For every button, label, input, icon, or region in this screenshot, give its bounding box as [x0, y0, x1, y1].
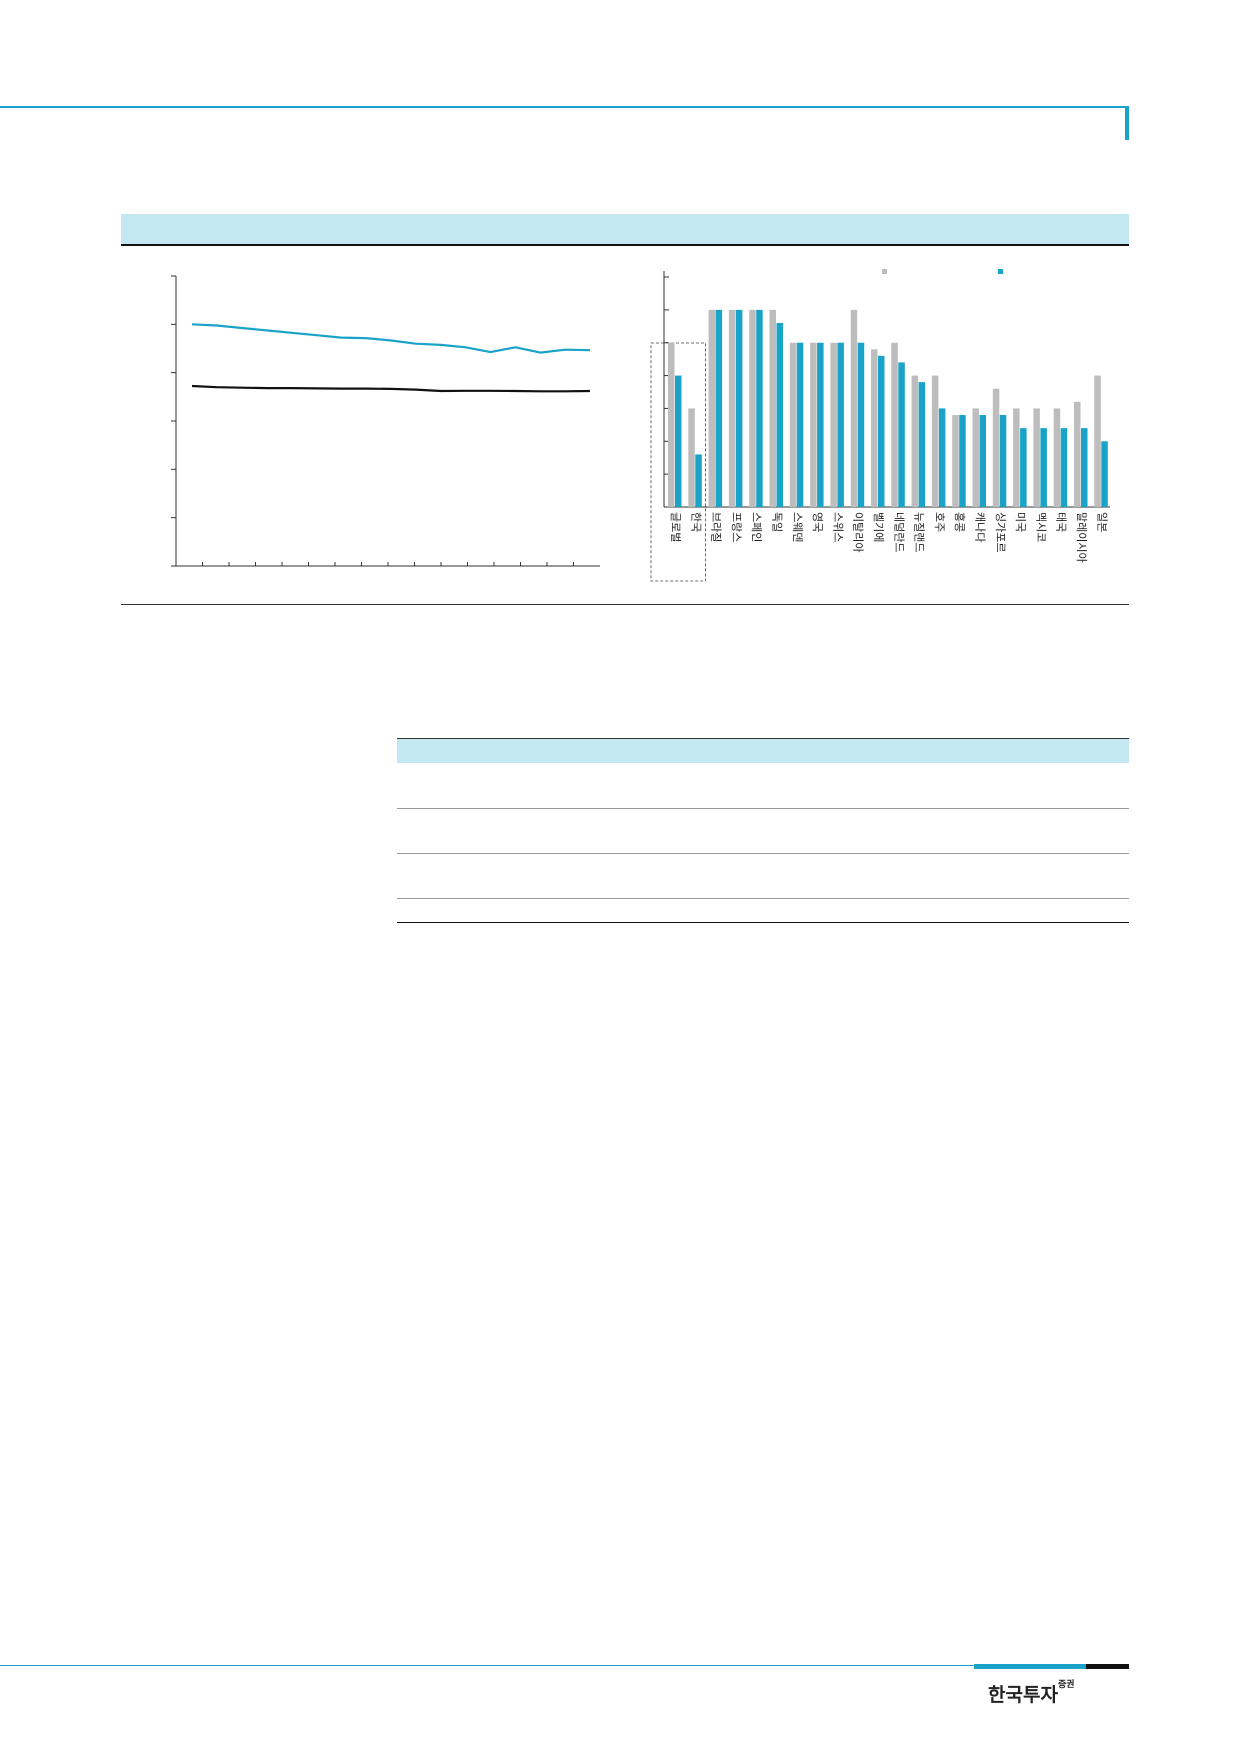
- table-row-divider: [397, 898, 1129, 899]
- category-label: 프랑스: [730, 512, 743, 542]
- bar-스웨덴-1: [789, 342, 797, 507]
- table-header-band: [397, 738, 1129, 763]
- bar-독일-2: [776, 323, 783, 507]
- bar-태국-2: [1060, 428, 1068, 507]
- figure-bottom-rule: [121, 604, 1129, 605]
- table-row-divider: [397, 853, 1129, 854]
- bar-싱가포르-2: [999, 415, 1007, 507]
- category-label: 글로벌: [669, 512, 682, 542]
- bar-프랑스-2: [735, 309, 743, 507]
- bar-영국-2: [817, 342, 824, 507]
- footer-rule: [0, 1665, 1129, 1666]
- category-label: 말레이시아: [1075, 512, 1088, 563]
- bar-chart-legend: [882, 269, 1003, 274]
- bar-영국-1: [810, 342, 817, 507]
- bar-브라질-1: [708, 309, 716, 507]
- category-label: 독일: [771, 512, 785, 532]
- category-label: 스페인: [750, 512, 763, 542]
- highlight-box: [650, 342, 706, 582]
- bar-네덜란드-2: [898, 362, 905, 507]
- table-row-divider: [397, 808, 1129, 809]
- table-bottom-rule: [397, 922, 1129, 923]
- header-rule: [0, 106, 1125, 108]
- line-chart: [171, 275, 600, 567]
- bar-글로벌-1: [668, 342, 675, 507]
- category-label: 미국: [1014, 512, 1027, 532]
- category-label: 뉴질랜드: [913, 512, 926, 552]
- bar-호주-2: [938, 408, 946, 507]
- footer-accent-bar: [974, 1664, 1086, 1669]
- bar-chart-category-labels: 글로벌 한국 브라질 프랑스 스페인 독일 스웨덴 영국 스위스 이탈리아 벨기에 네덜란드 뉴질랜드 호…: [669, 512, 1109, 563]
- category-label: 캐나다: [974, 512, 987, 542]
- category-label: 싱가포르: [994, 512, 1007, 552]
- line-chart-series: [191, 323, 591, 393]
- line-chart-axes: [171, 275, 600, 567]
- bar-싱가포르-1: [992, 388, 1000, 507]
- bar-캐나다-2: [979, 415, 986, 507]
- bar-일본-2: [1101, 441, 1108, 507]
- line-series-1: [191, 323, 591, 354]
- bar-브라질-2: [715, 309, 723, 507]
- bar-뉴질랜드-2: [918, 382, 926, 507]
- bar-chart-bars: [668, 309, 1108, 507]
- bar-독일-1: [769, 309, 776, 507]
- category-label: 홍콩: [953, 512, 967, 532]
- bar-말레이시아-2: [1081, 428, 1088, 507]
- bar-스페인-2: [756, 309, 763, 507]
- bar-네덜란드-1: [891, 342, 898, 507]
- category-label: 한국: [689, 512, 702, 532]
- bar-이탈리아-1: [850, 309, 858, 507]
- category-label: 태국: [1055, 512, 1068, 532]
- bar-chart: 글로벌 한국 브라질 프랑스 스페인 독일 스웨덴 영국 스위스 이탈리아 벨기에 네덜란드 뉴질랜드 호…: [650, 269, 1110, 582]
- bar-홍콩-1: [952, 415, 959, 507]
- bar-벨기에-2: [878, 355, 885, 507]
- category-label: 스웨덴: [791, 512, 804, 542]
- bar-스페인-1: [749, 309, 756, 507]
- bar-스웨덴-2: [796, 342, 804, 507]
- footer-dark-bar: [1086, 1664, 1129, 1669]
- category-label: 일본: [1095, 512, 1109, 532]
- bar-한국-1: [688, 408, 695, 507]
- bar-태국-1: [1053, 408, 1061, 507]
- bar-한국-2: [695, 454, 702, 507]
- line-series-2: [191, 384, 591, 393]
- bar-벨기에-1: [871, 349, 878, 507]
- category-label: 스위스: [831, 512, 844, 542]
- bar-호주-1: [931, 375, 939, 507]
- category-label: 호주: [933, 512, 946, 532]
- category-label: 벨기에: [872, 512, 885, 542]
- bar-스위스-2: [837, 342, 844, 507]
- figure-title-band: [121, 214, 1129, 246]
- bar-미국-1: [1013, 408, 1020, 507]
- bar-멕시코-2: [1040, 428, 1047, 507]
- bar-뉴질랜드-1: [911, 375, 919, 507]
- category-label: 브라질: [710, 512, 723, 542]
- bar-일본-1: [1094, 375, 1101, 507]
- legend-swatch-gray: [882, 269, 887, 274]
- bar-캐나다-1: [972, 408, 979, 507]
- bar-이탈리아-2: [857, 342, 865, 507]
- bar-미국-2: [1020, 428, 1027, 507]
- category-label: 네덜란드: [892, 512, 905, 552]
- bar-말레이시아-1: [1074, 401, 1081, 507]
- category-label: 이탈리아: [852, 512, 865, 552]
- brand-logo-suffix: 증권: [1058, 1680, 1075, 1690]
- category-label: 멕시코: [1034, 512, 1047, 542]
- bar-멕시코-1: [1033, 408, 1040, 507]
- category-label: 영국: [811, 512, 824, 532]
- bar-홍콩-2: [959, 415, 966, 507]
- bar-글로벌-2: [675, 375, 682, 507]
- bar-프랑스-1: [728, 309, 736, 507]
- bar-스위스-1: [830, 342, 837, 507]
- brand-logo-text: 한국투자: [988, 1684, 1058, 1706]
- header-marker: [1125, 106, 1129, 140]
- legend-swatch-blue: [998, 269, 1003, 274]
